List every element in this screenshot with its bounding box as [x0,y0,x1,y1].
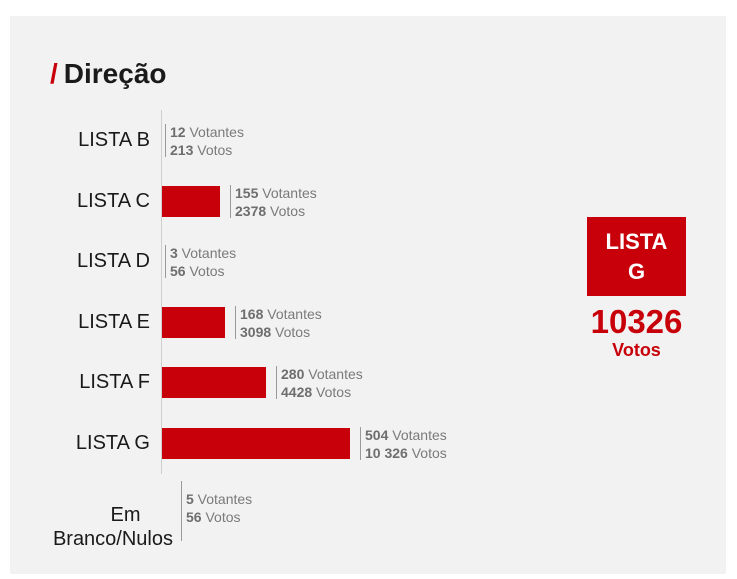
data-label: 504 Votantes 10 326 Votos [365,426,447,461]
category-label: LISTA F [79,371,150,393]
bar [162,185,220,217]
chart-axis [161,110,162,474]
category-label: Em Branco/Nulos [52,504,173,550]
category-label: LISTA B [78,129,150,151]
bar [162,367,266,398]
winner-votes-unit: Votos [612,340,661,360]
data-label: 155 Votantes 2378 Votos [235,184,317,219]
title-slash: / [50,58,58,89]
data-label: 280 Votantes 4428 Votos [281,366,363,400]
winner-label: LISTA G [605,228,668,284]
annotation-separator [165,124,166,157]
winner-badge: LISTA G [587,217,686,296]
data-label: 168 Votantes 3098 Votos [240,305,322,340]
annotation-separator [360,426,361,460]
annotation-separator [276,366,277,399]
bar [162,427,350,459]
category-label: LISTA G [75,431,150,454]
annotation-separator [235,305,236,339]
category-label: LISTA E [78,310,150,333]
annotation-separator [230,184,231,218]
bar [162,306,225,338]
page-title: / Direção [50,58,167,90]
data-label: 5 Votantes 56 Votos [186,491,253,525]
data-label: 12 Votantes 213 Votos [170,124,244,158]
data-label: 3 Votantes 56 Votos [170,245,237,279]
category-label: LISTA C [77,189,150,212]
annotation-separator [165,245,166,278]
winner-votes: 10326 [590,303,683,340]
category-label: LISTA D [77,250,150,272]
annotation-separator [181,481,182,541]
title-text: Direção [63,58,167,89]
